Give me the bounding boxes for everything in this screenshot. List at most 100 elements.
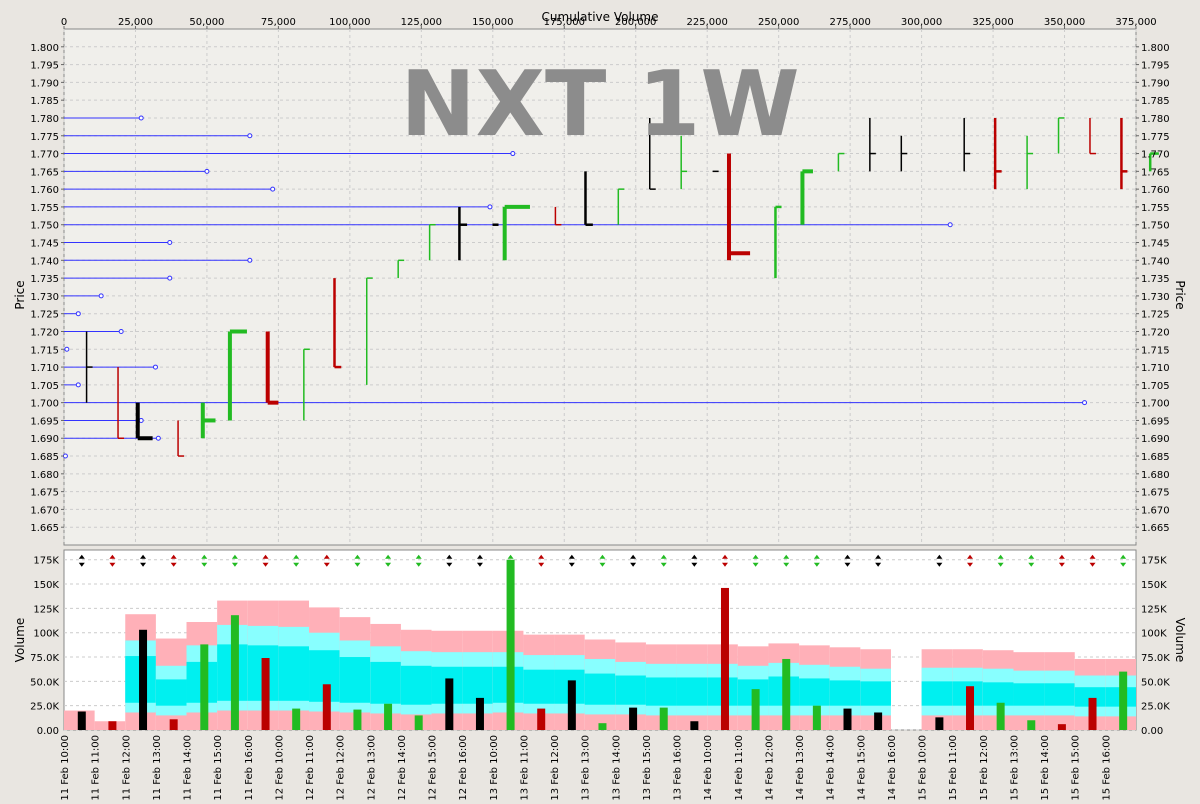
price-tick-label-left: 1.775 [30,132,59,143]
volume-bar [322,684,331,730]
volume-bar [445,678,454,730]
time-tick-label: 14 Feb 10:00 [703,735,714,800]
volume-bar [261,658,270,730]
volume-indicator-arrow [936,554,943,567]
volume-tick-label-right: 175K [1141,556,1167,567]
time-tick-label: 11 Feb 10:00 [60,735,71,800]
volume-bar [567,680,576,730]
volume-bar [874,712,883,730]
price-tick-label-left: 1.675 [30,488,59,499]
volume-band-inner [278,646,310,701]
price-tick-label-right: 1.735 [1141,274,1170,285]
cum-volume-tick-label: 50,000 [189,17,224,28]
price-tick-label-right: 1.730 [1141,292,1170,303]
cum-volume-tick-label: 200,000 [615,17,656,28]
volume-bar [475,697,484,730]
price-tick-label-right: 1.710 [1141,363,1170,374]
volume-bar [1027,720,1036,730]
volume-tick-label-right: 0.00 [1141,726,1163,737]
volume-band-inner [523,669,555,704]
price-tick-label-right: 1.740 [1141,256,1170,267]
price-tick-label-left: 1.755 [30,203,59,214]
cum-volume-tick-label: 375,000 [1115,17,1156,28]
cum-volume-tick-label: 75,000 [261,17,296,28]
volume-band-inner [860,681,891,706]
volume-indicator-arrow [354,554,361,567]
time-tick-label: 13 Feb 11:00 [519,735,530,800]
price-axis-label-right: Price [1173,280,1187,309]
volume-bar [414,715,423,730]
volume-indicator-arrow [538,554,545,567]
volume-profile-marker [204,168,210,174]
volume-band-inner [584,673,616,705]
volume-tick-label-right: 150K [1141,580,1167,591]
volume-profile-marker [167,275,173,281]
price-tick-label-right: 1.670 [1141,505,1170,516]
volume-indicator-arrow [507,554,514,567]
volume-indicator-arrow [997,554,1004,567]
volume-bar [108,721,117,730]
volume-indicator-arrow [231,554,238,567]
volume-bar [966,686,975,730]
cum-volume-tick-label: 275,000 [829,17,870,28]
volume-bar [230,615,239,730]
price-tick-label-right: 1.690 [1141,434,1170,445]
time-tick-label: 11 Feb 16:00 [244,735,255,800]
volume-indicator-arrow [415,554,422,567]
volume-indicator-arrow [844,554,851,567]
volume-bar [935,717,944,730]
volume-profile-marker [947,222,953,228]
price-tick-label-left: 1.750 [30,221,59,232]
volume-bar [659,707,668,730]
volume-indicator-arrow [446,554,453,567]
volume-tick-label-left: 150K [33,580,59,591]
time-tick-label: 13 Feb 13:00 [581,735,592,800]
volume-band-inner [799,678,830,706]
volume-indicator-arrow [262,554,269,567]
volume-bar [843,708,852,730]
volume-band-inner [829,680,861,706]
price-tick-label-left: 1.745 [30,239,59,250]
volume-profile-marker [155,435,161,441]
price-tick-label-left: 1.720 [30,327,59,338]
volume-bar [598,723,607,730]
price-tick-label-left: 1.735 [30,274,59,285]
volume-bar [1057,724,1066,730]
price-tick-label-left: 1.695 [30,416,59,427]
volume-band-inner [982,682,1014,706]
price-tick-label-left: 1.730 [30,292,59,303]
volume-bar [996,702,1005,730]
volume-profile-marker [167,240,173,246]
price-tick-label-right: 1.775 [1141,132,1170,143]
price-tick-label-left: 1.780 [30,114,59,125]
volume-bar [629,707,638,730]
volume-band-inner [1044,683,1075,706]
volume-profile-marker [75,311,81,317]
price-tick-label-left: 1.685 [30,452,59,463]
cum-volume-tick-label: 125,000 [401,17,442,28]
volume-profile-marker [98,293,104,299]
cumulative-volume-axis-label: Cumulative Volume [542,10,659,24]
price-tick-label-right: 1.760 [1141,185,1170,196]
volume-indicator-arrow [721,554,728,567]
price-tick-label-right: 1.790 [1141,78,1170,89]
price-tick-label-left: 1.700 [30,399,59,410]
volume-band-inner [1013,683,1045,706]
chart-title: NXT 1W [400,52,799,157]
volume-indicator-arrow [476,554,483,567]
volume-indicator-arrow [691,554,698,567]
price-tick-label-right: 1.795 [1141,61,1170,72]
volume-tick-label-right: 25.0K [1141,702,1170,713]
price-tick-label-left: 1.800 [30,43,59,54]
time-tick-label: 13 Feb 15:00 [642,735,653,800]
volume-indicator-arrow [201,554,208,567]
price-tick-label-right: 1.725 [1141,310,1170,321]
price-tick-label-left: 1.740 [30,256,59,267]
volume-indicator-arrow [293,554,300,567]
price-tick-label-right: 1.675 [1141,488,1170,499]
volume-bar [690,721,699,730]
volume-band-inner [370,661,401,704]
volume-bar [537,708,546,730]
cum-volume-tick-label: 25,000 [118,17,153,28]
